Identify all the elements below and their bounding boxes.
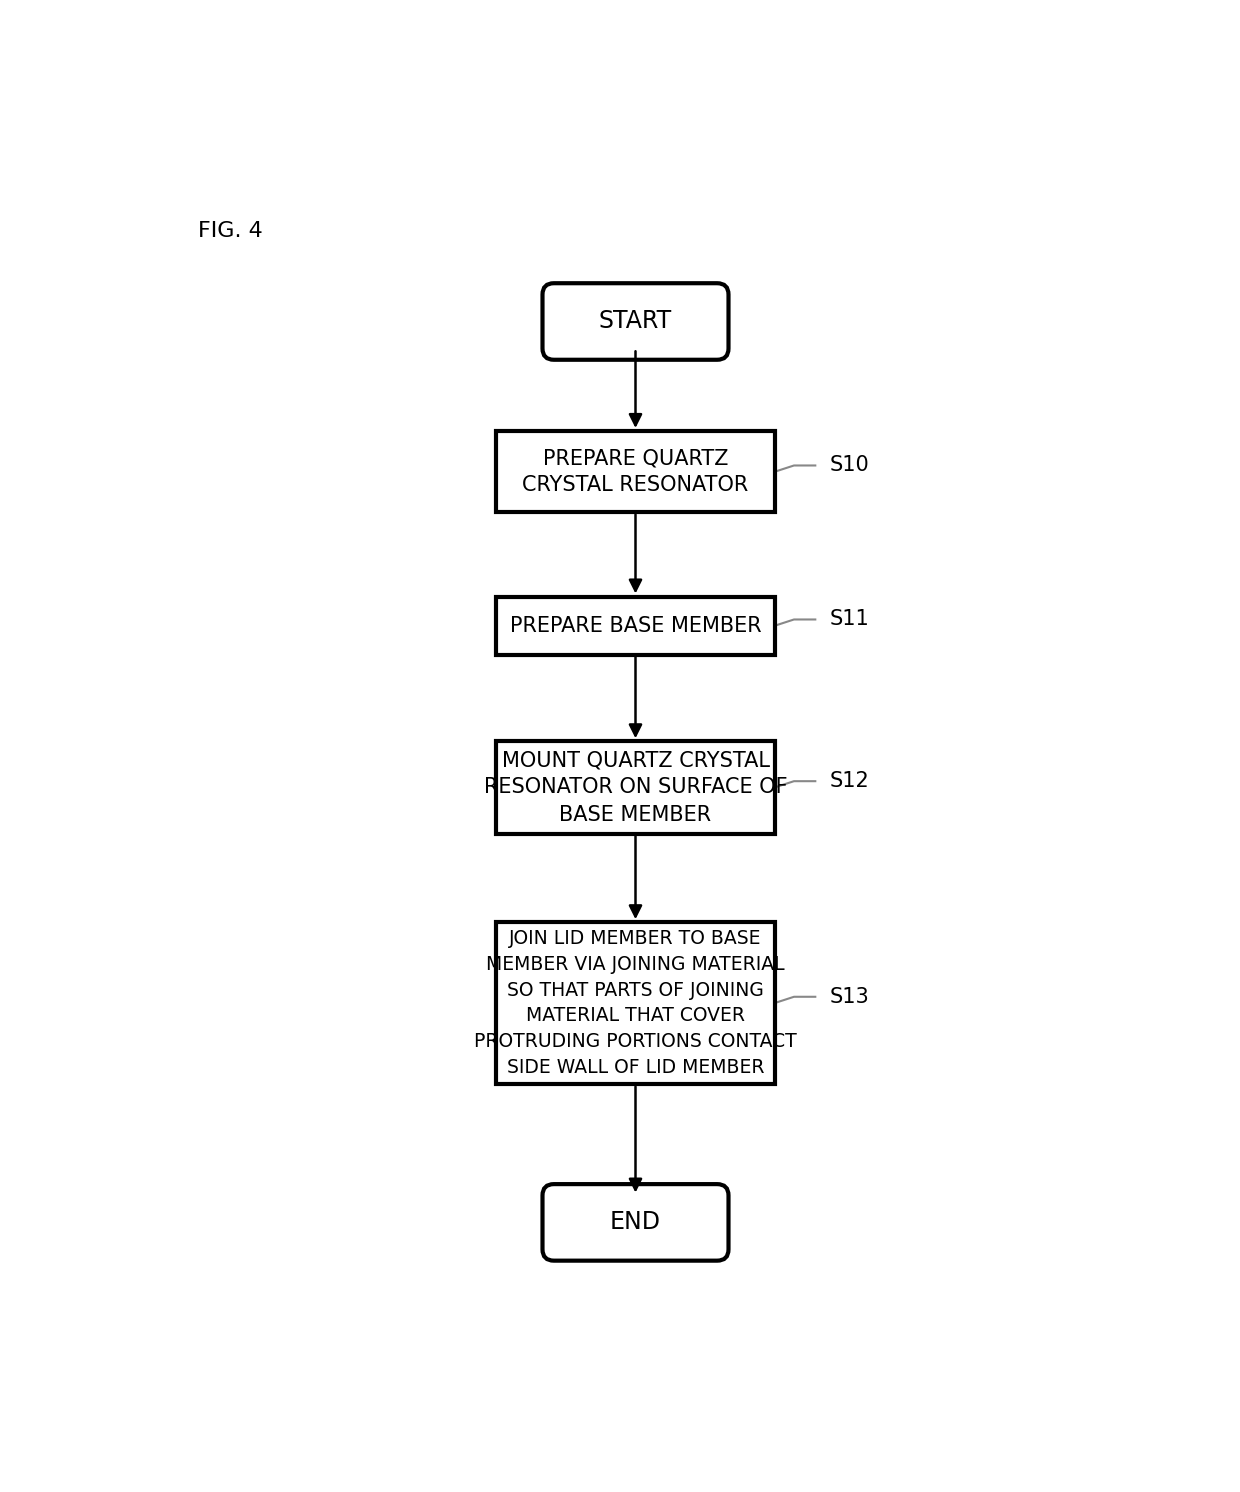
Text: JOIN LID MEMBER TO BASE
MEMBER VIA JOINING MATERIAL
SO THAT PARTS OF JOINING
MAT: JOIN LID MEMBER TO BASE MEMBER VIA JOINI… bbox=[474, 930, 797, 1077]
Text: END: END bbox=[610, 1210, 661, 1234]
Text: S10: S10 bbox=[830, 455, 869, 476]
Bar bbox=[496, 431, 775, 512]
Text: PREPARE BASE MEMBER: PREPARE BASE MEMBER bbox=[510, 616, 761, 636]
Bar bbox=[496, 742, 775, 834]
Text: START: START bbox=[599, 309, 672, 334]
Text: FIG. 4: FIG. 4 bbox=[197, 221, 263, 242]
Text: S13: S13 bbox=[830, 986, 869, 1007]
Text: S12: S12 bbox=[830, 771, 869, 791]
Bar bbox=[496, 922, 775, 1083]
Text: PREPARE QUARTZ
CRYSTAL RESONATOR: PREPARE QUARTZ CRYSTAL RESONATOR bbox=[522, 448, 749, 495]
Text: MOUNT QUARTZ CRYSTAL
RESONATOR ON SURFACE OF
BASE MEMBER: MOUNT QUARTZ CRYSTAL RESONATOR ON SURFAC… bbox=[484, 750, 787, 825]
Bar bbox=[496, 597, 775, 655]
FancyBboxPatch shape bbox=[543, 1185, 729, 1261]
FancyBboxPatch shape bbox=[543, 283, 729, 360]
Text: S11: S11 bbox=[830, 609, 869, 630]
